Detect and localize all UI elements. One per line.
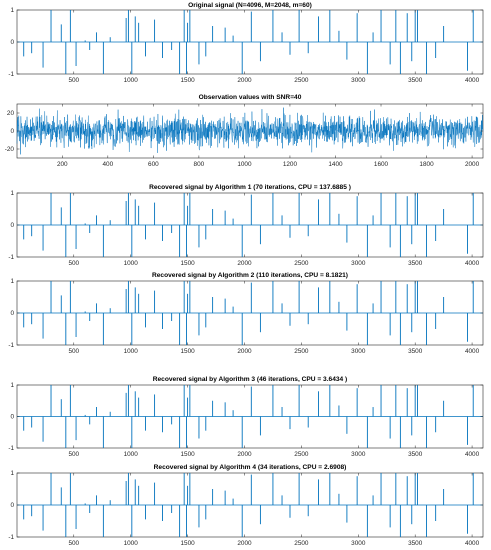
series [17, 473, 483, 537]
y-tick-label: 0 [10, 128, 14, 135]
x-tick-label: 1500 [180, 260, 195, 267]
plot-title: Recovered signal by Algorithm 1 (70 iter… [149, 184, 351, 191]
y-tick-label: 0 [10, 39, 14, 46]
x-tick-label: 1000 [124, 77, 139, 84]
x-tick-label: 1000 [124, 348, 139, 355]
y-tick-label: -1 [8, 445, 14, 452]
x-tick-label: 3500 [408, 348, 423, 355]
x-tick-label: 600 [148, 161, 159, 168]
subplot-3: Recovered signal by Algorithm 1 (70 iter… [8, 184, 484, 267]
x-tick-label: 1500 [180, 77, 195, 84]
x-tick-label: 2000 [237, 260, 252, 267]
y-tick-label: -20 [5, 146, 15, 153]
x-tick-label: 3000 [351, 260, 366, 267]
x-tick-label: 1200 [283, 161, 298, 168]
x-tick-label: 4000 [465, 451, 480, 458]
y-tick-label: -1 [8, 534, 14, 541]
x-tick-label: 2000 [465, 161, 480, 168]
x-tick-label: 800 [194, 161, 205, 168]
y-tick-label: 20 [7, 110, 15, 117]
x-tick-label: 4000 [465, 348, 480, 355]
x-tick-label: 500 [68, 260, 79, 267]
x-tick-label: 4000 [465, 77, 480, 84]
plot-title: Observation values with SNR=40 [199, 94, 302, 101]
y-tick-label: 0 [10, 310, 14, 317]
x-tick-label: 1500 [180, 451, 195, 458]
x-tick-label: 3500 [408, 260, 423, 267]
x-tick-label: 3000 [351, 348, 366, 355]
x-tick-label: 1500 [180, 540, 195, 547]
noise-trace [16, 107, 484, 155]
x-tick-label: 2500 [294, 77, 309, 84]
subplot-5: Recovered signal by Algorithm 3 (46 iter… [8, 376, 484, 458]
x-tick-label: 1500 [180, 348, 195, 355]
y-tick-label: 1 [10, 278, 14, 285]
x-tick-label: 1000 [237, 161, 252, 168]
series [17, 281, 483, 345]
subplot-1: Original signal (N=4096, M=2048, m=60) 50… [8, 2, 484, 84]
subplot-4: Recovered signal by Algorithm 2 (110 ite… [8, 272, 484, 355]
x-tick-label: 1000 [124, 540, 139, 547]
y-tick-label: 1 [10, 190, 14, 197]
x-tick-label: 1600 [374, 161, 389, 168]
y-tick-label: 0 [10, 414, 14, 421]
x-tick-label: 3500 [408, 451, 423, 458]
x-tick-label: 2500 [294, 540, 309, 547]
x-tick-label: 2000 [237, 451, 252, 458]
x-tick-label: 3000 [351, 451, 366, 458]
y-tick-label: -1 [8, 254, 14, 261]
plot-title: Recovered signal by Algorithm 2 (110 ite… [152, 272, 348, 279]
series [17, 193, 483, 257]
plot-title: Recovered signal by Algorithm 3 (46 iter… [153, 376, 348, 383]
x-tick-label: 4000 [465, 540, 480, 547]
x-tick-label: 2000 [237, 348, 252, 355]
x-tick-label: 3000 [351, 540, 366, 547]
x-tick-label: 2500 [294, 348, 309, 355]
x-tick-label: 500 [68, 451, 79, 458]
x-tick-label: 1800 [419, 161, 434, 168]
series [17, 385, 483, 448]
x-tick-label: 2500 [294, 451, 309, 458]
x-tick-label: 1000 [124, 260, 139, 267]
y-tick-label: 1 [10, 7, 14, 14]
y-tick-label: 0 [10, 502, 14, 509]
y-tick-label: -1 [8, 342, 14, 349]
x-tick-label: 4000 [465, 260, 480, 267]
x-tick-label: 500 [68, 77, 79, 84]
x-tick-label: 3500 [408, 540, 423, 547]
plot-title: Original signal (N=4096, M=2048, m=60) [188, 2, 312, 9]
y-tick-label: 1 [10, 470, 14, 477]
x-tick-label: 2000 [237, 77, 252, 84]
y-tick-label: 0 [10, 222, 14, 229]
series [17, 10, 483, 74]
x-tick-label: 500 [68, 540, 79, 547]
plot-title: Recovered signal by Algorithm 4 (34 iter… [154, 464, 347, 471]
y-tick-label: 1 [10, 382, 14, 389]
series [16, 107, 484, 155]
x-tick-label: 400 [102, 161, 113, 168]
x-tick-label: 1400 [328, 161, 343, 168]
subplot-6: Recovered signal by Algorithm 4 (34 iter… [8, 464, 484, 547]
x-tick-label: 3000 [351, 77, 366, 84]
x-tick-label: 2000 [237, 540, 252, 547]
y-tick-label: -1 [8, 71, 14, 78]
x-tick-label: 1000 [124, 451, 139, 458]
x-tick-label: 2500 [294, 260, 309, 267]
x-tick-label: 200 [57, 161, 68, 168]
x-tick-label: 500 [68, 348, 79, 355]
x-tick-label: 3500 [408, 77, 423, 84]
